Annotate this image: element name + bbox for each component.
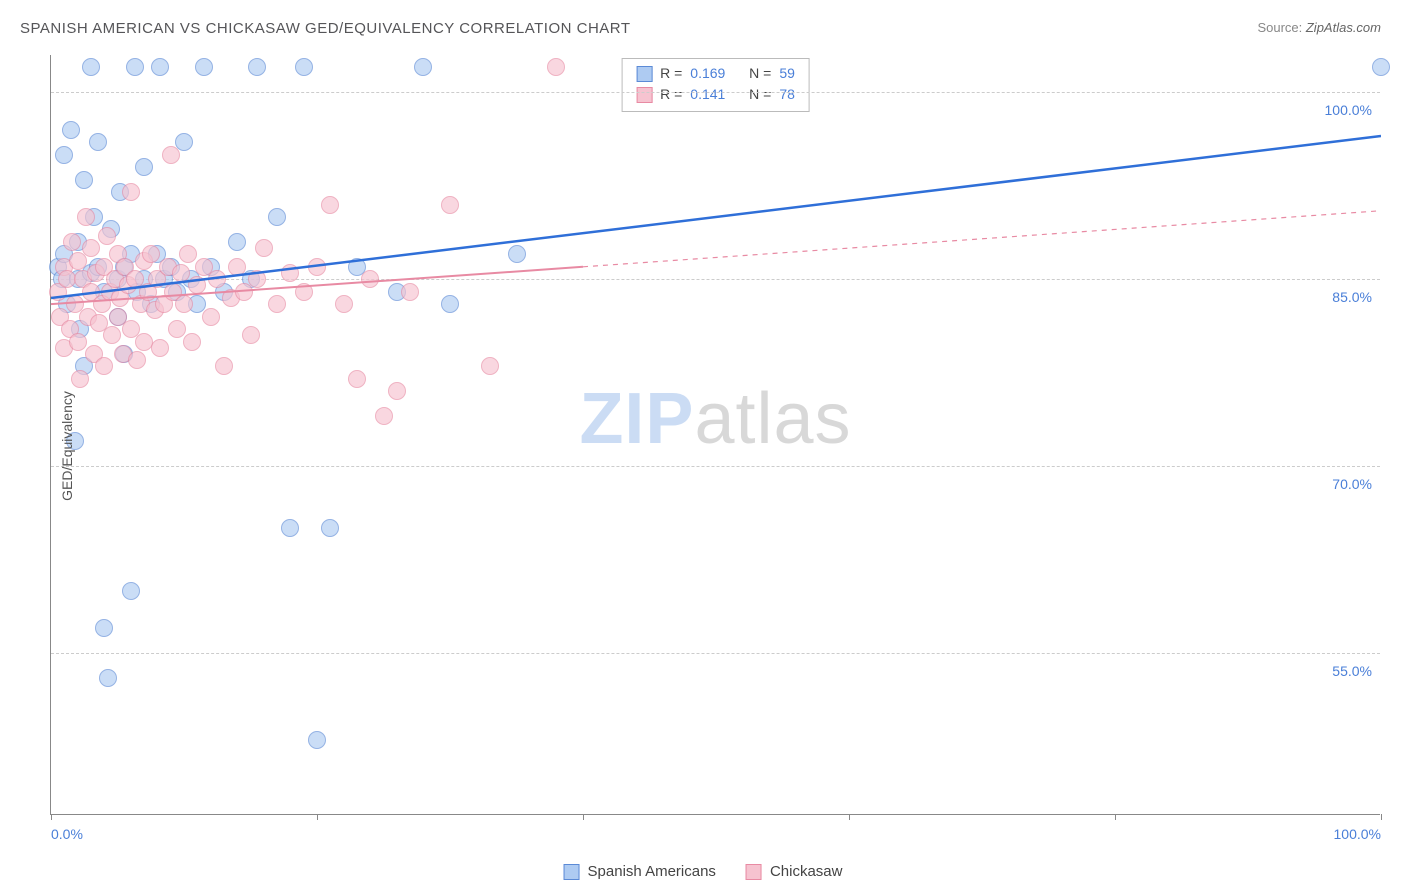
data-point — [95, 619, 113, 637]
data-point — [281, 264, 299, 282]
data-point — [69, 333, 87, 351]
bottom-legend: Spanish Americans Chickasaw — [564, 863, 843, 880]
plot-area: ZIPatlas R = 0.169 N = 59 R = 0.141 N = … — [50, 55, 1380, 815]
series2-swatch-icon — [746, 864, 762, 880]
stats-row-2: R = 0.141 N = 78 — [636, 84, 795, 105]
data-point — [481, 357, 499, 375]
data-point — [228, 233, 246, 251]
x-tick-label: 0.0% — [51, 826, 83, 842]
data-point — [242, 326, 260, 344]
series1-swatch — [636, 66, 652, 82]
data-point — [321, 196, 339, 214]
x-tick-mark — [583, 814, 584, 820]
data-point — [122, 582, 140, 600]
data-point — [162, 146, 180, 164]
gridline — [51, 653, 1380, 654]
data-point — [268, 208, 286, 226]
data-point — [268, 295, 286, 313]
data-point — [99, 669, 117, 687]
gridline — [51, 92, 1380, 93]
data-point — [77, 208, 95, 226]
y-tick-label: 70.0% — [1332, 476, 1372, 492]
data-point — [89, 133, 107, 151]
legend-item-1: Spanish Americans — [564, 863, 716, 880]
data-point — [248, 270, 266, 288]
data-point — [308, 258, 326, 276]
data-point — [151, 339, 169, 357]
data-point — [361, 270, 379, 288]
x-tick-mark — [317, 814, 318, 820]
data-point — [281, 519, 299, 537]
data-point — [183, 333, 201, 351]
data-point — [82, 239, 100, 257]
legend-item-2: Chickasaw — [746, 863, 843, 880]
data-point — [295, 283, 313, 301]
data-point — [55, 146, 73, 164]
data-point — [63, 233, 81, 251]
data-point — [62, 121, 80, 139]
trend-line — [51, 55, 1381, 815]
x-tick-label: 100.0% — [1334, 826, 1381, 842]
watermark: ZIPatlas — [579, 378, 851, 460]
source-label: Source: ZipAtlas.com — [1257, 20, 1381, 35]
x-tick-mark — [1115, 814, 1116, 820]
data-point — [348, 370, 366, 388]
series2-swatch — [636, 87, 652, 103]
chart-title: SPANISH AMERICAN VS CHICKASAW GED/EQUIVA… — [20, 20, 631, 37]
data-point — [228, 258, 246, 276]
data-point — [128, 351, 146, 369]
data-point — [151, 58, 169, 76]
data-point — [71, 370, 89, 388]
data-point — [179, 245, 197, 263]
y-axis-label: GED/Equivalency — [59, 391, 75, 501]
data-point — [142, 245, 160, 263]
data-point — [82, 58, 100, 76]
data-point — [401, 283, 419, 301]
data-point — [547, 58, 565, 76]
data-point — [202, 308, 220, 326]
data-point — [103, 326, 121, 344]
data-point — [295, 58, 313, 76]
data-point — [1372, 58, 1390, 76]
data-point — [321, 519, 339, 537]
data-point — [75, 171, 93, 189]
data-point — [335, 295, 353, 313]
x-tick-mark — [1381, 814, 1382, 820]
x-tick-mark — [849, 814, 850, 820]
gridline — [51, 466, 1380, 467]
stats-row-1: R = 0.169 N = 59 — [636, 63, 795, 84]
data-point — [188, 276, 206, 294]
stats-box: R = 0.169 N = 59 R = 0.141 N = 78 — [621, 58, 810, 112]
data-point — [375, 407, 393, 425]
data-point — [441, 295, 459, 313]
series1-swatch-icon — [564, 864, 580, 880]
data-point — [122, 183, 140, 201]
y-tick-label: 100.0% — [1325, 102, 1372, 118]
data-point — [95, 357, 113, 375]
x-tick-mark — [51, 814, 52, 820]
data-point — [388, 382, 406, 400]
data-point — [255, 239, 273, 257]
data-point — [508, 245, 526, 263]
data-point — [175, 295, 193, 313]
data-point — [441, 196, 459, 214]
data-point — [126, 58, 144, 76]
data-point — [98, 227, 116, 245]
trend-line — [51, 55, 1381, 815]
data-point — [172, 264, 190, 282]
data-point — [414, 58, 432, 76]
data-point — [308, 731, 326, 749]
trend-line — [51, 55, 1381, 815]
y-tick-label: 85.0% — [1332, 289, 1372, 305]
data-point — [208, 270, 226, 288]
y-tick-label: 55.0% — [1332, 663, 1372, 679]
data-point — [195, 58, 213, 76]
data-point — [215, 357, 233, 375]
data-point — [248, 58, 266, 76]
data-point — [135, 158, 153, 176]
